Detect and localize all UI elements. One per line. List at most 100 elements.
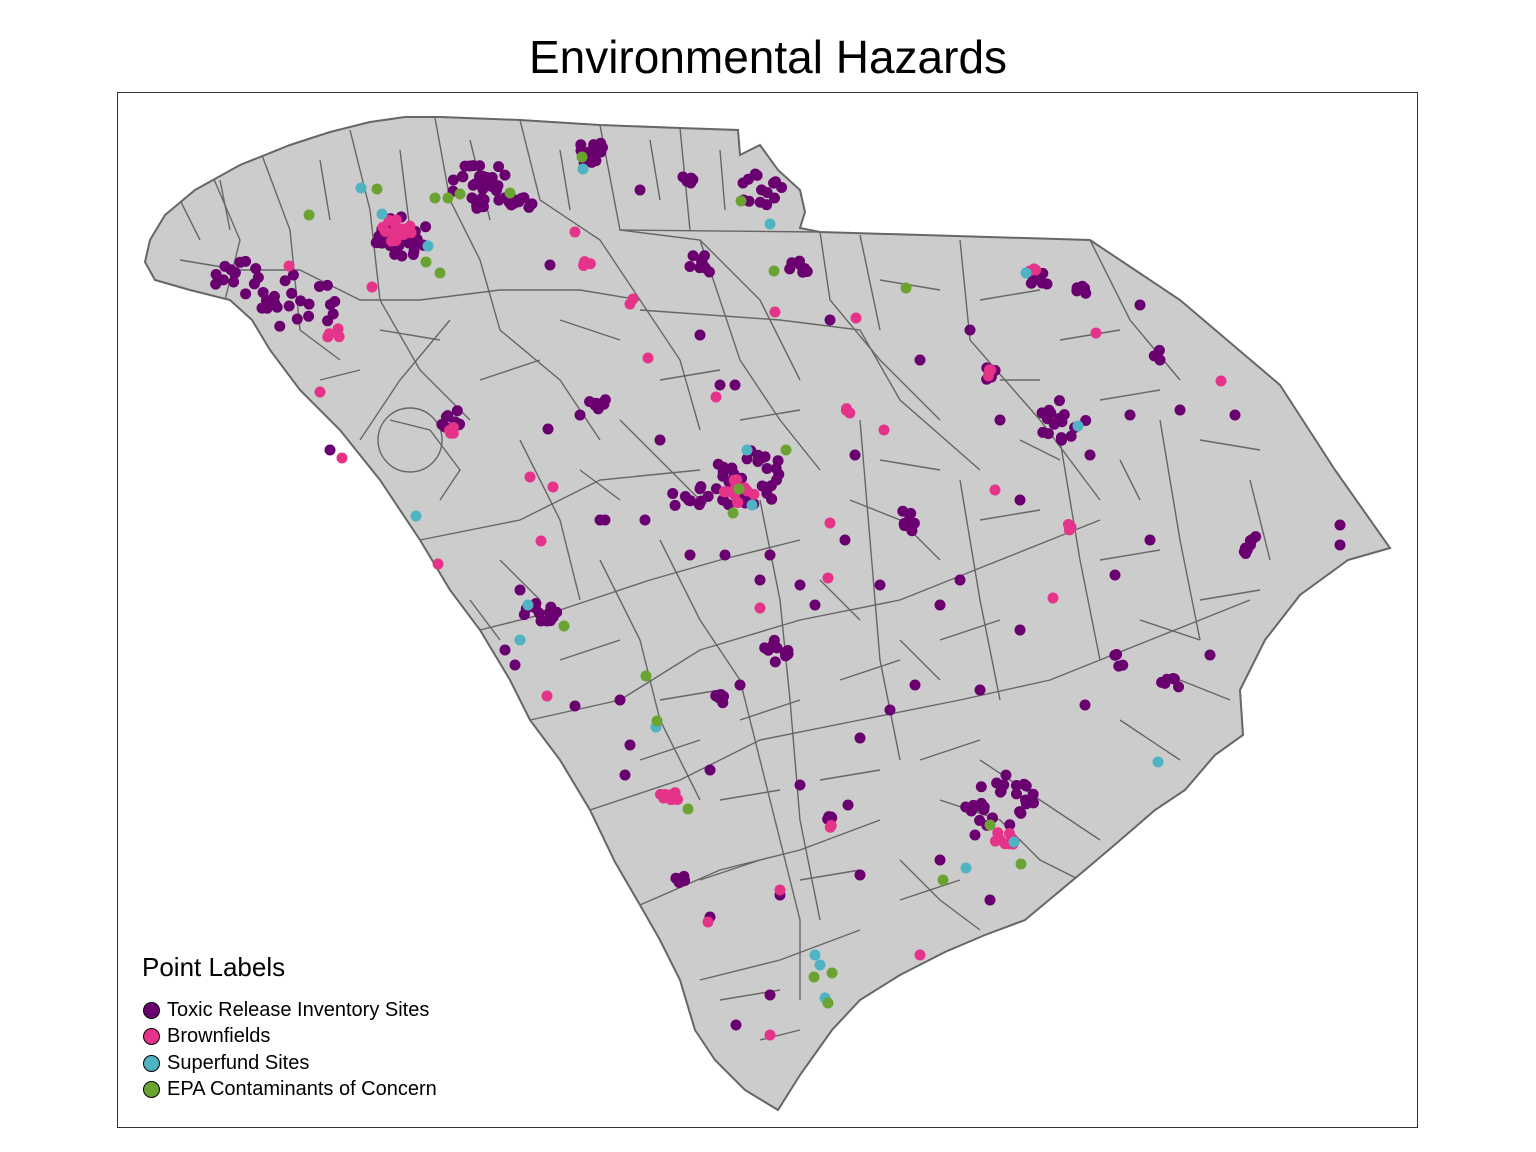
hazard-point — [467, 160, 479, 172]
hazard-point — [1053, 412, 1065, 424]
hazard-point — [695, 495, 707, 507]
hazard-point — [1014, 624, 1026, 636]
hazard-point — [654, 434, 666, 446]
hazard-point — [710, 391, 722, 403]
hazard-point — [477, 170, 489, 182]
hazard-point — [434, 267, 446, 279]
hazard-point — [440, 411, 452, 423]
hazard-point — [1109, 569, 1121, 581]
hazard-point — [324, 299, 336, 311]
hazard-point — [914, 949, 926, 961]
hazard-point — [324, 444, 336, 456]
hazard-point — [303, 298, 315, 310]
hazard-point — [1229, 409, 1241, 421]
hazard-point — [734, 679, 746, 691]
hazard-point — [420, 221, 432, 233]
hazard-point — [1028, 797, 1040, 809]
hazard-point — [934, 854, 946, 866]
hazard-point — [974, 814, 986, 826]
hazard-point — [914, 354, 926, 366]
hazard-point — [429, 192, 441, 204]
hazard-point — [1334, 519, 1346, 531]
hazard-point — [1144, 534, 1156, 546]
hazard-point — [808, 971, 820, 983]
hazard-point — [651, 715, 663, 727]
hazard-point — [756, 452, 768, 464]
hazard-point — [754, 574, 766, 586]
hazard-point — [410, 510, 422, 522]
hazard-point — [768, 634, 780, 646]
hazard-point — [992, 827, 1004, 839]
legend-label: EPA Contaminants of Concern — [167, 1078, 437, 1101]
hazard-point — [978, 804, 990, 816]
legend: Point Labels Toxic Release Inventory Sit… — [142, 952, 437, 1103]
hazard-point — [975, 781, 987, 793]
hazard-point — [640, 670, 652, 682]
hazard-point — [1111, 648, 1123, 660]
hazard-point — [854, 869, 866, 881]
hazard-point — [516, 192, 528, 204]
hazard-point — [535, 535, 547, 547]
hazard-point — [509, 659, 521, 671]
hazard-point — [764, 549, 776, 561]
hazard-point — [499, 169, 511, 181]
hazard-point — [544, 259, 556, 271]
hazard-point — [771, 474, 783, 486]
hazard-point — [467, 179, 479, 191]
hazard-point — [776, 181, 788, 193]
hazard-point — [989, 484, 1001, 496]
hazard-point — [1124, 409, 1136, 421]
hazard-point — [366, 281, 378, 293]
hazard-point — [728, 474, 740, 486]
hazard-point — [1008, 836, 1020, 848]
hazard-point — [878, 424, 890, 436]
hazard-point — [764, 989, 776, 1001]
hazard-point — [677, 171, 689, 183]
hazard-point — [1028, 263, 1040, 275]
hazard-point — [577, 163, 589, 175]
hazard-point — [1204, 649, 1216, 661]
hazard-point — [459, 160, 471, 172]
hazard-point — [1041, 278, 1053, 290]
hazard-point — [576, 151, 588, 163]
hazard-point — [764, 218, 776, 230]
hazard-point — [1015, 858, 1027, 870]
hazard-point — [1161, 673, 1173, 685]
hazard-point — [569, 226, 581, 238]
hazard-point — [456, 170, 468, 182]
legend-label: Toxic Release Inventory Sites — [167, 998, 430, 1021]
hazard-point — [523, 201, 535, 213]
hazard-point — [590, 147, 602, 159]
hazard-point — [1004, 819, 1016, 831]
hazard-point — [995, 785, 1007, 797]
hazard-point — [841, 403, 853, 415]
hazard-point — [1154, 354, 1166, 366]
hazard-point — [822, 572, 834, 584]
hazard-point — [1334, 539, 1346, 551]
hazard-point — [694, 483, 706, 495]
hazard-point — [684, 260, 696, 272]
hazard-point — [761, 199, 773, 211]
hazard-point — [547, 481, 559, 493]
hazard-point — [799, 263, 811, 275]
hazard-point — [271, 301, 283, 313]
legend-item-tri: Toxic Release Inventory Sites — [142, 997, 437, 1024]
hazard-point — [287, 269, 299, 281]
hazard-point — [768, 192, 780, 204]
hazard-point — [542, 423, 554, 435]
hazard-point — [934, 599, 946, 611]
hazard-point — [303, 310, 315, 322]
hazard-point — [667, 487, 679, 499]
hazard-point — [1010, 780, 1022, 792]
hazard-point — [937, 874, 949, 886]
hazard-point — [1152, 756, 1164, 768]
hazard-point — [420, 256, 432, 268]
hazard-point — [741, 444, 753, 456]
hazard-point — [768, 265, 780, 277]
legend-title: Point Labels — [142, 952, 286, 982]
hazard-point — [234, 256, 246, 268]
hazard-point — [432, 558, 444, 570]
hazard-point — [283, 260, 295, 272]
hazard-point — [1153, 344, 1165, 356]
